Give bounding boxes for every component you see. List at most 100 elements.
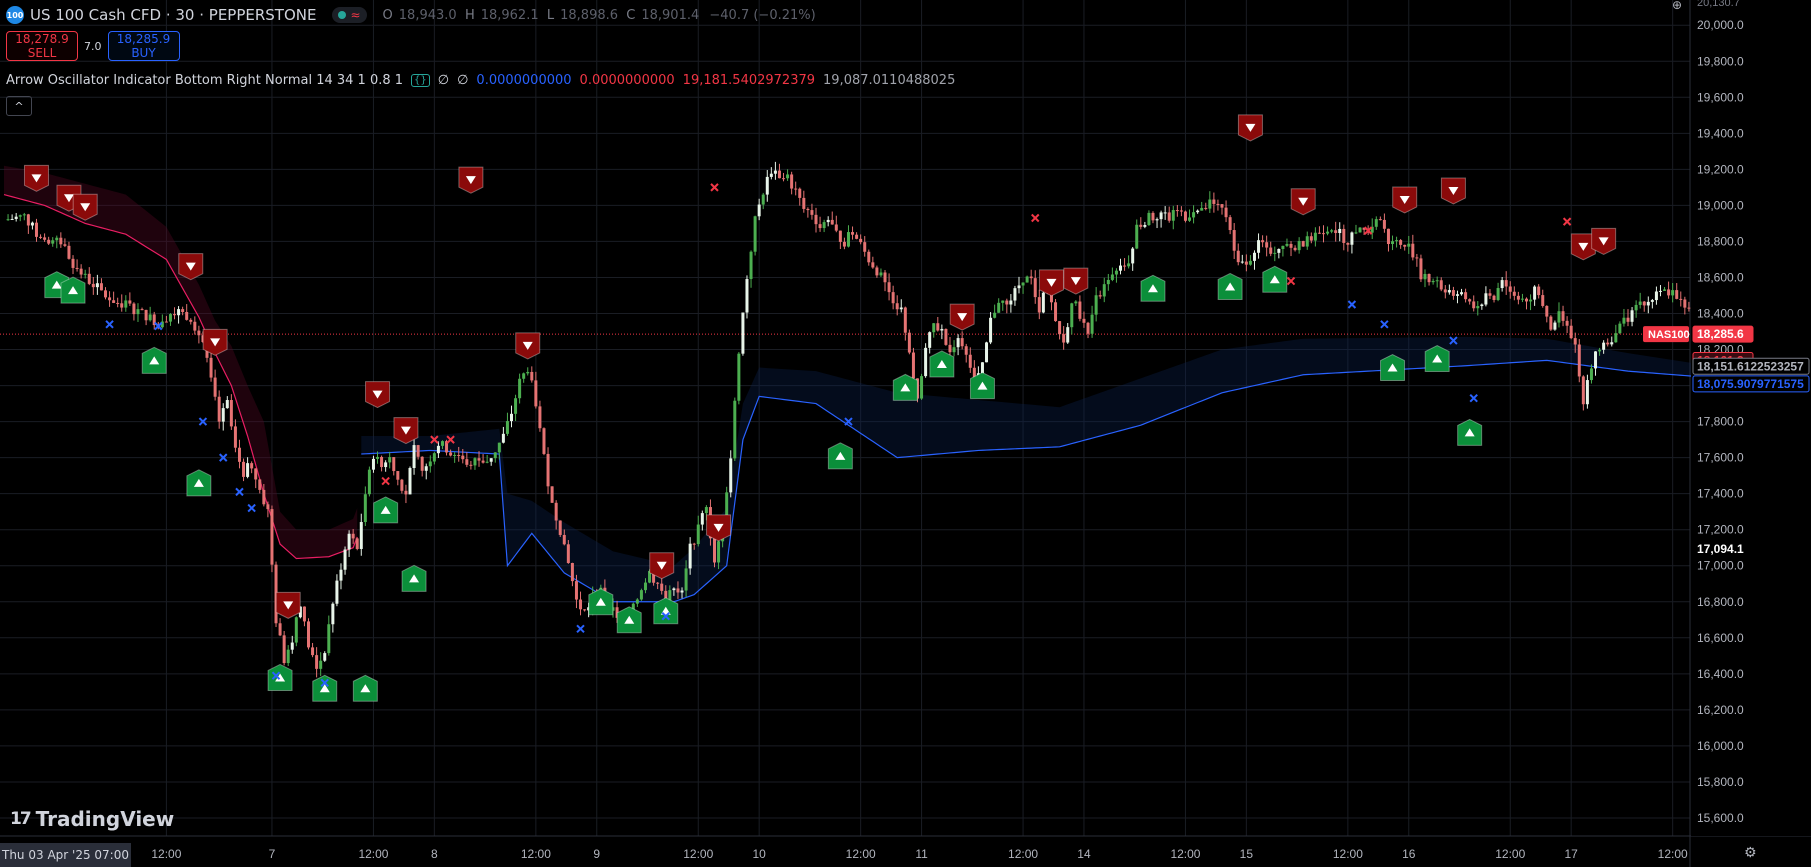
candle-body xyxy=(899,307,903,310)
buy-signal-arrow xyxy=(312,674,338,702)
arrow-down-icon xyxy=(283,601,294,610)
candle-body xyxy=(1098,295,1102,297)
sell-signal-arrow xyxy=(178,253,204,281)
arrow-up-icon xyxy=(68,286,79,295)
buy-signal-arrow xyxy=(267,663,293,691)
candle-body xyxy=(1488,293,1492,296)
cross-stroke xyxy=(844,417,853,426)
arrow-up-icon xyxy=(1147,284,1158,293)
candle-body xyxy=(1561,311,1565,321)
candle-body xyxy=(1354,232,1358,234)
symbol-title[interactable]: US 100 Cash CFD · 30 · PEPPERSTONE xyxy=(30,6,317,24)
candle-body xyxy=(1447,290,1451,293)
symbol-name-box xyxy=(1643,326,1689,343)
buy-signal-arrow xyxy=(969,372,995,400)
candle-body xyxy=(420,456,424,471)
candle-body xyxy=(1358,227,1362,233)
candle-body xyxy=(51,240,55,244)
collapse-legend-button[interactable]: ^ xyxy=(6,96,32,116)
arrow-up-icon xyxy=(900,383,911,392)
buy-signal-arrow xyxy=(1140,274,1166,302)
candle-body xyxy=(18,215,22,217)
arrow-down-icon xyxy=(80,203,91,212)
cross-stroke xyxy=(247,503,256,513)
candle-body xyxy=(1472,301,1476,309)
arrow-down-icon xyxy=(1070,277,1081,286)
candle-body xyxy=(380,456,384,468)
candle-body xyxy=(826,219,830,223)
candle-body xyxy=(416,445,420,457)
sell-button[interactable]: 18,278.9 SELL xyxy=(6,31,78,61)
cross-marker xyxy=(576,624,585,634)
tradingview-logo[interactable]: 17 TradingView xyxy=(10,807,174,831)
candle-body xyxy=(1403,244,1407,247)
buy-signal-arrow xyxy=(1424,344,1450,373)
sell-signal-arrow xyxy=(1290,188,1316,216)
zoom-icon[interactable]: ⊕ xyxy=(1672,0,1683,12)
cross-stroke xyxy=(1363,226,1373,235)
ohlc-change: −40.7 (−0.21%) xyxy=(709,7,816,23)
candle-body xyxy=(1634,304,1638,311)
candle-body xyxy=(67,245,71,259)
cross-marker xyxy=(1347,300,1357,309)
candle-body xyxy=(465,459,469,465)
candle-body xyxy=(1013,288,1017,301)
candle-body xyxy=(152,314,156,326)
candle-body xyxy=(1594,351,1598,369)
candle-body xyxy=(1062,334,1066,343)
candle-body xyxy=(794,188,798,190)
candle-body xyxy=(445,441,449,453)
candle-body xyxy=(43,237,47,240)
candle-body xyxy=(1252,252,1256,261)
candle-body xyxy=(1638,301,1642,305)
candle-body xyxy=(1598,349,1602,352)
blue-band-line xyxy=(361,359,1722,603)
candle-body xyxy=(1423,273,1427,280)
candle-body xyxy=(810,210,814,215)
arrow-down-icon xyxy=(1578,242,1589,251)
candle-body xyxy=(668,590,672,606)
candle-body xyxy=(1496,288,1500,300)
candle-body xyxy=(786,174,790,179)
candle-body xyxy=(404,490,408,495)
candle-body xyxy=(753,216,757,252)
candle-body xyxy=(1671,290,1675,296)
symbol-header: 100 US 100 Cash CFD · 30 · PEPPERSTONE ≈… xyxy=(6,6,816,24)
candle-body xyxy=(343,549,347,570)
candle-body xyxy=(928,332,932,348)
candle-body xyxy=(1021,282,1025,286)
candle-body xyxy=(907,332,911,353)
indicator-legend[interactable]: Arrow Oscillator Indicator Bottom Right … xyxy=(6,73,955,88)
candle-body xyxy=(676,588,680,593)
candle-body xyxy=(1196,210,1200,213)
arrow-up-icon xyxy=(1432,354,1443,363)
ohlc-close: 18,901.4 xyxy=(641,7,700,23)
candle-body xyxy=(327,624,331,654)
indicator-name[interactable]: Arrow Oscillator Indicator Bottom Right … xyxy=(6,73,404,88)
candle-body xyxy=(209,357,213,378)
source-code-icon[interactable]: {} xyxy=(411,74,430,87)
candle-body xyxy=(233,426,237,448)
candle-body xyxy=(59,237,63,245)
arrow-down-icon xyxy=(210,338,221,347)
ohlc-low: 18,898.6 xyxy=(560,7,619,23)
candle-body xyxy=(197,330,201,336)
candle-body xyxy=(1614,333,1618,343)
candle-body xyxy=(782,178,786,180)
buy-button[interactable]: 18,285.9 BUY xyxy=(107,31,180,61)
candle-body xyxy=(1512,291,1516,296)
candle-body xyxy=(1407,243,1411,247)
price-axis: 20,130.7 20,000.0 19,800.0 19,600.0 19,400.0… xyxy=(1643,0,1811,836)
candle-body xyxy=(1212,199,1216,204)
sell-signal-arrow xyxy=(649,552,675,580)
arrow-up-icon xyxy=(1464,428,1475,437)
candle-body xyxy=(639,590,643,600)
candle-body xyxy=(891,292,895,304)
candle-body xyxy=(1326,231,1330,234)
gear-icon[interactable]: ⚙ xyxy=(1744,845,1757,861)
candle-body xyxy=(1374,219,1378,227)
market-status[interactable]: ≈ xyxy=(332,7,367,23)
candle-body xyxy=(376,456,380,459)
candle-body xyxy=(1610,342,1614,345)
